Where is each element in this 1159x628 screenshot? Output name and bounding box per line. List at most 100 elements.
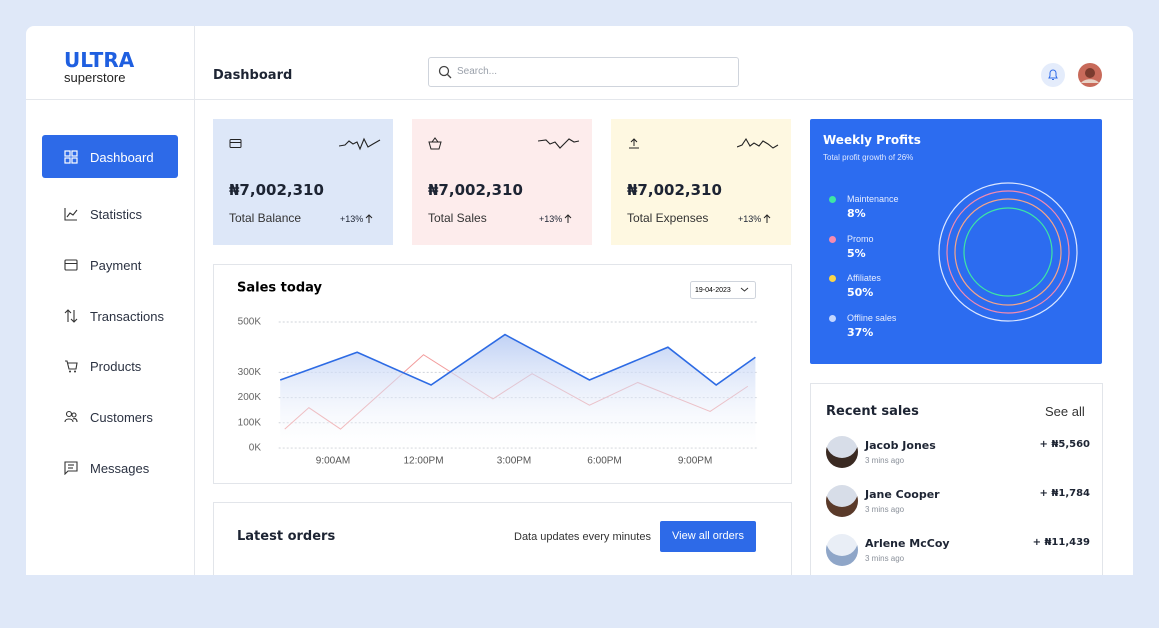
brand-tagline: superstore [64,70,126,85]
sparkline [339,137,381,151]
sale-name: Jacob Jones [865,439,936,452]
stat-card: ₦7,002,310 Total Expenses +13% [611,119,791,245]
date-filter: 19-04-2023 [695,287,731,294]
search-placeholder: Search... [457,66,498,77]
recent-title: Recent sales [826,404,919,419]
date-dropdown[interactable] [690,281,756,299]
up-arrow [365,214,373,223]
card-change: +13% [340,214,364,224]
nav-label: Products [90,359,142,374]
legend-value: 5% [847,246,866,260]
icon [64,410,78,423]
y-tick-label: 200K [238,392,262,403]
y-tick-label: 0K [249,443,262,454]
card-amount: ₦7,002,310 [627,181,722,199]
brand: ULTRA [64,48,135,72]
x-tick-label: 9:00PM [678,456,712,467]
stat-card: ₦7,002,310 Total Balance +13% [213,119,393,245]
up-arrow [763,214,771,223]
sale-avatar [826,534,858,566]
sale-time: 3 mins ago [865,554,905,563]
area-fill [280,334,756,448]
icon [64,461,78,475]
chart-panel: Sales today 19-04-2023 0K 100K 200K 300K 500… [213,264,792,484]
legend-label: Maintenance [847,194,899,204]
nav-item[interactable]: Transactions [42,294,178,337]
legend-value: 37% [847,325,874,339]
search-box[interactable]: Search... [428,57,739,87]
see-all-link[interactable]: See all [1045,404,1085,419]
icon [64,309,78,323]
button-label: View all orders [672,530,744,542]
x-tick-label: 12:00PM [404,456,444,467]
view-orders-button[interactable]: View all orders [660,521,756,552]
chart-title: Sales today [237,281,322,296]
icon [65,360,78,373]
nav-item[interactable]: Products [42,344,178,387]
legend-dot [829,196,836,203]
up-arrow [564,214,572,223]
sparkline [538,138,580,149]
app-content: ULTRA superstore Dashboard Statistics Pa… [26,26,1133,575]
card-icon [428,137,442,150]
y-tick-label: 500K [238,317,262,328]
nav-label: Transactions [90,309,164,324]
x-tick-label: 6:00PM [587,456,621,467]
icon [64,208,78,221]
legend-label: Promo [847,233,874,244]
y-tick-label: 100K [238,417,262,428]
user-avatar[interactable] [1078,63,1102,87]
profits-panel: Weekly Profits Total profit growth of 26… [810,119,1102,364]
icon [64,259,78,271]
page-title: Dashboard [213,68,293,83]
sale-amount: + ₦1,784 [1039,488,1090,499]
nav-item[interactable]: Statistics [42,192,178,235]
chart: Sales today 19-04-2023 0K 100K 200K 300K 500… [237,281,758,467]
sale-time: 3 mins ago [865,505,905,514]
x-tick-label: 3:00PM [497,456,531,467]
sale-amount: + ₦5,560 [1039,439,1090,450]
sale-avatar [826,436,858,468]
legend-dot [829,235,836,243]
line-series [279,333,756,386]
legend-label: Affiliates [847,273,881,283]
legend-dot [829,275,836,282]
sparkline [737,137,779,149]
card-change: +13% [738,214,762,224]
search-icon [438,65,452,79]
profits-rings [938,182,1078,322]
app-window: ULTRA superstore Dashboard Statistics Pa… [26,26,1133,575]
legend-value: 8% [847,207,866,220]
y-tick-label: 300K [238,367,262,378]
sale-name: Arlene McCoy [865,537,950,550]
nav-item[interactable]: Dashboard [42,135,178,178]
legend-value: 50% [847,286,874,299]
profits-title: Weekly Profits [823,133,921,147]
card-label: Total Sales [428,211,487,225]
nav-item[interactable]: Customers [42,395,178,438]
nav-label: Messages [90,461,150,476]
sale-name: Jane Cooper [865,488,940,501]
notification-button[interactable] [1041,63,1065,87]
profits-subtitle: Total profit growth of 26% [823,153,914,162]
orders-panel: Latest orders Data updates every minutes… [213,502,792,575]
card-icon [229,139,242,148]
header-divider [26,99,1133,100]
card-amount: ₦7,002,310 [229,181,324,199]
nav-item[interactable]: Messages [42,446,178,489]
card-icon [629,138,639,149]
legend-dot [829,314,836,322]
sale-time: 3 mins ago [865,456,905,465]
sale-avatar [826,485,858,517]
recent-sales-panel: Recent sales See all Jacob Jones 3 mins a… [810,383,1103,575]
card-change: +13% [539,214,563,224]
orders-title: Latest orders [237,529,336,544]
nav-item[interactable]: Payment [42,243,178,286]
card-label: Total Expenses [627,211,709,225]
stat-card: ₦7,002,310 Total Sales +13% [412,119,592,245]
legend-label: Offline sales [847,312,897,323]
nav-label: Customers [90,410,153,425]
sidebar-divider [194,26,195,575]
card-amount: ₦7,002,310 [428,181,523,199]
